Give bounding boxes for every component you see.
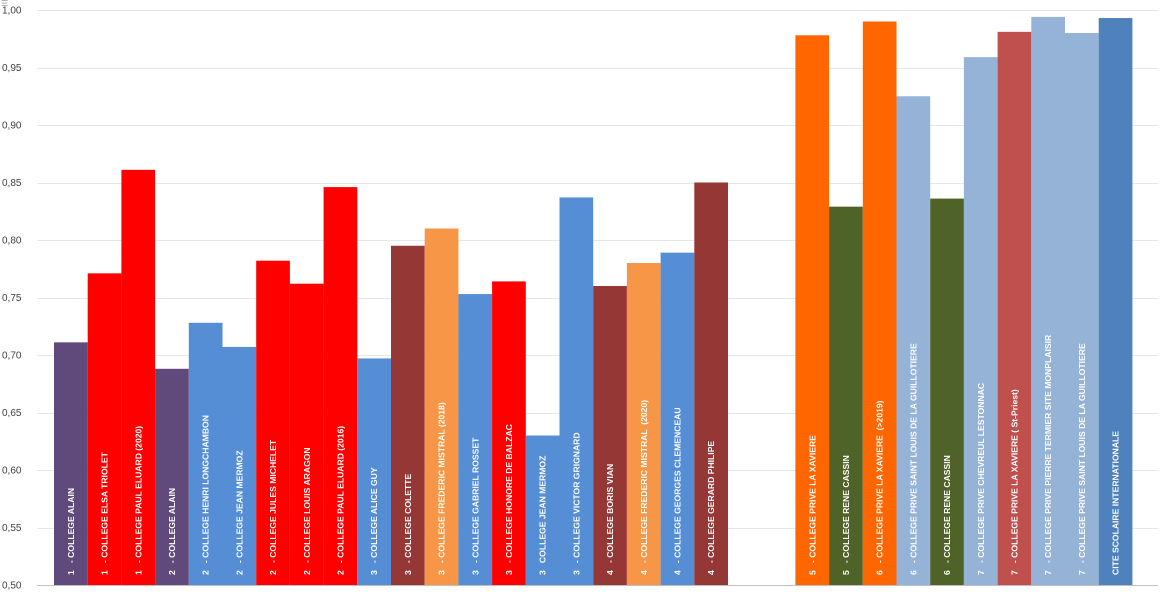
bar-label: 5 - COLLEGE RENE CASSIN xyxy=(841,455,851,575)
bar xyxy=(87,273,122,585)
bar xyxy=(963,57,998,585)
bar xyxy=(626,263,661,585)
bar xyxy=(559,197,594,585)
bar xyxy=(829,206,863,585)
bar-label: 4 - COLLEGE GEORGES CLEMENCEAU xyxy=(672,407,682,575)
bar xyxy=(256,260,290,585)
bar-label: 6 - COLLEGE PRIVE SAINT LOUIS DE LA GUIL… xyxy=(908,343,918,575)
y-tick-label: 0,85 xyxy=(2,178,22,189)
bar xyxy=(896,96,931,585)
bar xyxy=(188,322,223,585)
bar xyxy=(525,435,560,585)
y-tick-label: 0,90 xyxy=(2,121,22,132)
bar-label: 1 - COLLEGE ELSA TRIOLET xyxy=(100,451,110,575)
bar-label: 7 - COLLEGE PRIVE LA XAVIERE ( St-Priest… xyxy=(1009,389,1019,575)
bar-label: 1 - COLLEGE ALAIN xyxy=(66,488,76,575)
bar xyxy=(660,252,695,585)
y-tick-label: 0,55 xyxy=(2,523,22,534)
bar-label: 7 - COLLEGE PRIVE SAINT LOUIS DE LA GUIL… xyxy=(1077,343,1087,575)
bar-label: 3 - COLLEGE GABRIEL ROSSET xyxy=(470,437,480,575)
bar-label: 2 - COLLEGE JULES MICHELET xyxy=(268,439,278,575)
bar xyxy=(862,21,897,585)
y-tick-label: 0,80 xyxy=(2,236,22,247)
bar-label: 2 - COLLEGE JEAN MERMOZ xyxy=(234,450,244,575)
bar-label: 3 COLLEGE JEAN MERMOZ xyxy=(538,456,548,575)
bar-label: 6 - COLLEGE RENE CASSIN xyxy=(942,455,952,575)
bar xyxy=(155,368,189,585)
bar-label: 4 - COLLEGE FREDERIC MISTRAL (2020) xyxy=(639,400,649,575)
bar-label: 3 - COLLEGE VICTOR GRIGNARD xyxy=(571,432,581,575)
bar xyxy=(1098,18,1133,586)
y-tick-label: 0,50 xyxy=(2,581,22,592)
bar xyxy=(593,286,627,585)
y-tick-label: 0,75 xyxy=(2,293,22,304)
bar-label: 4 - COLLEGE BORIS VIAN xyxy=(605,464,615,575)
y-axis-ticks: 0,50 0,55 0,60 0,65 0,70 0,75 0,80 0,85 0,90 0,95… xyxy=(2,6,22,592)
y-tick-label: 0,95 xyxy=(2,63,22,74)
bar xyxy=(222,346,257,585)
bar-label: 3 - COLLEGE COLETTE xyxy=(403,474,413,575)
bar-label: 2 - COLLEGE ALAIN xyxy=(167,488,177,575)
bar-label: 5 - COLLEGE PRIVE LA XAVIERE xyxy=(807,435,817,575)
bar-label: 7 - COLLEGE PRIVE PIERRE TERMIER SITE MO… xyxy=(1043,334,1053,575)
bar xyxy=(391,245,425,585)
bar xyxy=(997,31,1032,586)
bar xyxy=(121,169,156,585)
hamburger-menu-icon[interactable]: ☰ xyxy=(1,0,9,8)
bar-labels: 1 - COLLEGE ALAIN 1 - COLLEGE ELSA TRIOLE… xyxy=(66,334,1121,575)
y-tick-label: 0,65 xyxy=(2,408,22,419)
bar-label: 3 - COLLEGE ALICE GUY xyxy=(369,467,379,575)
bar-label: 2 - COLLEGE HENRI LONGCHAMBON xyxy=(201,415,211,575)
bar-label: 7 - COLLEGE PRIVE CHEVREUL LESTONNAC xyxy=(976,383,986,575)
bar xyxy=(1031,16,1065,585)
bar xyxy=(357,358,391,585)
bar-label: 3 - COLLEGE HONORE DE BALZAC xyxy=(504,424,514,575)
bar-label: 2 - COLLEGE LOUIS ARAGON xyxy=(302,447,312,575)
bar xyxy=(1065,33,1099,585)
bars xyxy=(54,16,1133,586)
bar-label: 3 - COLLEGE FREDERIC MISTRAL (2018) xyxy=(437,402,447,575)
bar xyxy=(795,35,830,586)
bar xyxy=(492,281,526,585)
y-tick-label: 0,70 xyxy=(2,351,22,362)
bar-label: 4 - COLLEGE GERARD PHILIPE xyxy=(706,441,716,575)
bar-label: 1 - COLLEGE PAUL ELUARD (2020) xyxy=(133,426,143,575)
bar xyxy=(289,283,324,585)
bar-label: 2 - COLLEGE PAUL ELUARD (2016) xyxy=(335,426,345,575)
bar xyxy=(323,187,358,585)
bar-label: 6 - COLLEGE PRIVE LA XAVIERE (>2019) xyxy=(875,400,885,575)
bar xyxy=(54,342,88,585)
bar xyxy=(424,228,459,585)
bar xyxy=(458,294,493,585)
bar-label: CITE SCOLAIRE INTERNATIONALE xyxy=(1111,431,1121,575)
y-tick-label: 1,00 xyxy=(2,6,22,17)
bar xyxy=(930,198,964,585)
bar xyxy=(694,182,728,585)
y-tick-label: 0,60 xyxy=(2,466,22,477)
